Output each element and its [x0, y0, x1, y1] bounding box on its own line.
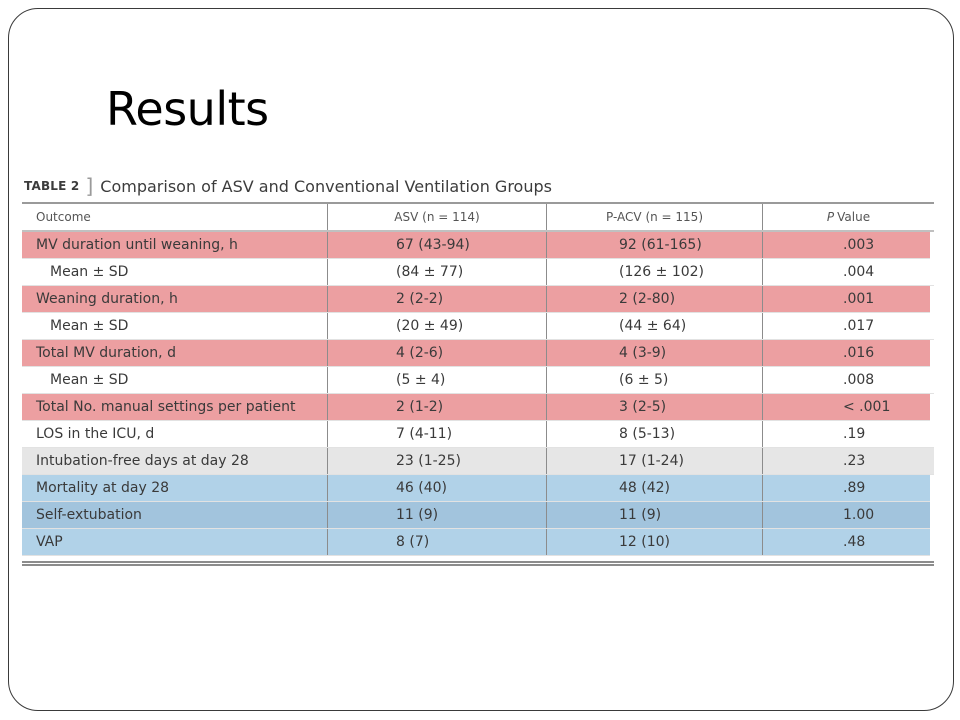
cell-outcome: Mean ± SD — [22, 259, 328, 285]
cell-outcome: MV duration until weaning, h — [22, 232, 328, 258]
cell-asv: (20 ± 49) — [328, 313, 547, 339]
cell-pacv: 11 (9) — [547, 502, 763, 528]
cell-asv: 67 (43-94) — [328, 232, 547, 258]
cell-outcome: LOS in the ICU, d — [22, 421, 328, 447]
cell-pacv: 8 (5-13) — [547, 421, 763, 447]
cell-asv: 46 (40) — [328, 475, 547, 501]
cell-p-value: .89 — [843, 480, 866, 496]
cell-outcome: Total MV duration, d — [22, 340, 328, 366]
cell-outcome: Mean ± SD — [22, 367, 328, 393]
cell-asv: 8 (7) — [328, 529, 547, 555]
cell-outcome: Total No. manual settings per patient — [22, 394, 328, 420]
header-p-value: P Value — [763, 204, 934, 230]
cell-pacv: 3 (2-5) — [547, 394, 763, 420]
cell-outcome: Mean ± SD — [22, 313, 328, 339]
table-row: VAP 8 (7) 12 (10) .48 — [22, 529, 930, 556]
cell-outcome: Weaning duration, h — [22, 286, 328, 312]
table-row: Total No. manual settings per patient 2 (… — [22, 394, 930, 421]
cell-asv: (5 ± 4) — [328, 367, 547, 393]
table-row: Mean ± SD (5 ± 4) (6 ± 5) .008 — [22, 367, 934, 394]
cell-asv: 2 (1-2) — [328, 394, 547, 420]
table-row: Intubation-free days at day 28 23 (1-25) 1… — [22, 448, 934, 475]
cell-outcome: VAP — [22, 529, 328, 555]
table-body: MV duration until weaning, h 67 (43-94) 92… — [22, 232, 934, 556]
header-p-rest: Value — [837, 210, 871, 224]
cell-asv: 4 (2-6) — [328, 340, 547, 366]
cell-p-value: .003 — [843, 237, 875, 253]
cell-pacv: 92 (61-165) — [547, 232, 763, 258]
cell-outcome: Self-extubation — [22, 502, 328, 528]
cell-p-value: .001 — [843, 291, 875, 307]
table-caption: TABLE 2 ] Comparison of ASV and Conventi… — [24, 174, 552, 198]
cell-p-value: .004 — [843, 264, 875, 280]
header-pacv: P-ACV (n = 115) — [547, 204, 763, 230]
cell-pacv: (6 ± 5) — [547, 367, 763, 393]
cell-pacv: 12 (10) — [547, 529, 763, 555]
cell-pacv: (44 ± 64) — [547, 313, 763, 339]
table-label: TABLE 2 — [24, 179, 80, 193]
cell-pacv: 48 (42) — [547, 475, 763, 501]
cell-pacv: (126 ± 102) — [547, 259, 763, 285]
table-row: Self-extubation 11 (9) 11 (9) 1.00 — [22, 502, 930, 529]
results-table: Outcome ASV (n = 114) P-ACV (n = 115) P … — [22, 202, 934, 556]
cell-p-value: .48 — [843, 534, 866, 550]
slide-title: Results — [106, 82, 269, 136]
table-row: Mean ± SD (20 ± 49) (44 ± 64) .017 — [22, 313, 934, 340]
cell-asv: 2 (2-2) — [328, 286, 547, 312]
cell-asv: 7 (4-11) — [328, 421, 547, 447]
caption-bracket: ] — [85, 174, 94, 198]
table-header-row: Outcome ASV (n = 114) P-ACV (n = 115) P … — [22, 204, 934, 232]
cell-p-value: .017 — [843, 318, 875, 334]
table-row: MV duration until weaning, h 67 (43-94) 92… — [22, 232, 930, 259]
table-row: Mean ± SD (84 ± 77) (126 ± 102) .004 — [22, 259, 934, 286]
cell-p-value: .016 — [843, 345, 875, 361]
cell-pacv: 4 (3-9) — [547, 340, 763, 366]
cell-p-value: .23 — [843, 453, 866, 469]
cell-asv: 11 (9) — [328, 502, 547, 528]
cell-p-value: 1.00 — [843, 507, 875, 523]
cell-pacv: 2 (2-80) — [547, 286, 763, 312]
cell-outcome: Mortality at day 28 — [22, 475, 328, 501]
cell-asv: (84 ± 77) — [328, 259, 547, 285]
cell-p-value: < .001 — [843, 399, 891, 415]
header-p-letter: P — [826, 210, 835, 224]
table-bottom-rule — [22, 561, 934, 566]
cell-p-value: .19 — [843, 426, 866, 442]
table-caption-text: Comparison of ASV and Conventional Venti… — [100, 176, 552, 196]
header-asv: ASV (n = 114) — [328, 204, 547, 230]
cell-outcome: Intubation-free days at day 28 — [22, 448, 328, 474]
cell-p-value: .008 — [843, 372, 875, 388]
table-row: Mortality at day 28 46 (40) 48 (42) .89 — [22, 475, 930, 502]
cell-pacv: 17 (1-24) — [547, 448, 763, 474]
header-outcome: Outcome — [22, 204, 328, 230]
cell-asv: 23 (1-25) — [328, 448, 547, 474]
